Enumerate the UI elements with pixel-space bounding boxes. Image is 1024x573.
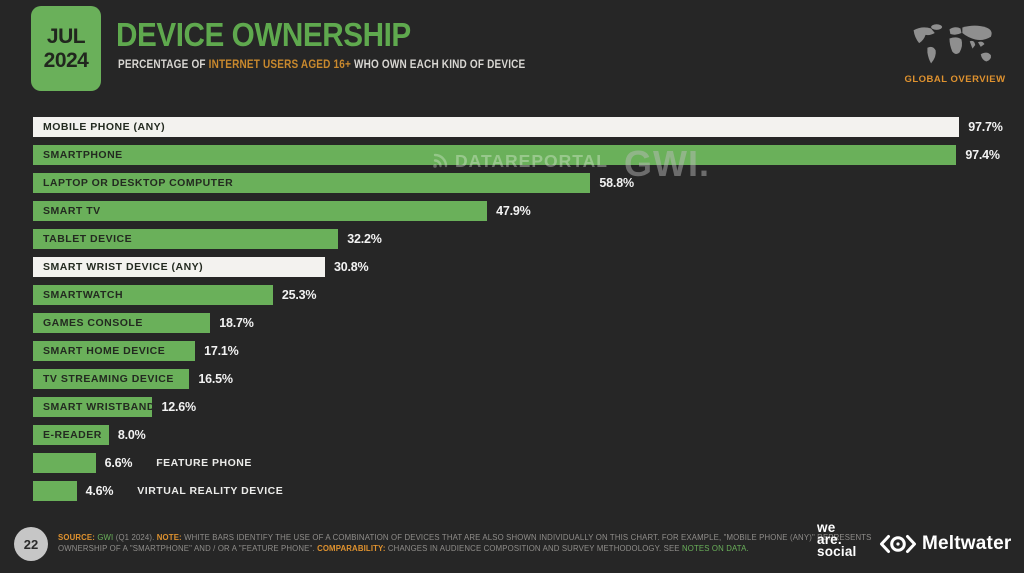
meltwater-eye-icon: [880, 535, 916, 553]
we-are-social-logo: we are. social: [817, 520, 857, 559]
region-label: GLOBAL OVERVIEW: [904, 74, 1006, 85]
bar-label: LAPTOP OR DESKTOP COMPUTER: [43, 177, 234, 189]
note-text: SOURCE:: [58, 533, 96, 542]
bar-label: E-READER: [43, 429, 102, 441]
source-note-line: OWNERSHIP OF A "SMARTPHONE" AND / OR A "…: [58, 543, 808, 554]
bar-value: 8.0%: [117, 428, 146, 442]
bar-label: MOBILE PHONE (ANY): [43, 121, 166, 133]
meltwater-logo: Meltwater: [879, 533, 1011, 555]
bar-row: 6.6% FEATURE PHONE: [33, 453, 981, 473]
bar-row: SMART HOME DEVICE 17.1%: [33, 341, 981, 361]
note-text: OWNERSHIP OF A "SMARTPHONE" AND / OR A "…: [58, 544, 318, 553]
bar: TV STREAMING DEVICE: [33, 369, 190, 389]
bar-row: 4.6% VIRTUAL REALITY DEVICE: [33, 481, 981, 501]
bar-value: 97.4%: [965, 148, 1000, 162]
bar-value: 97.7%: [968, 120, 1003, 134]
bar-label: SMART HOME DEVICE: [43, 345, 166, 357]
bar-row: TV STREAMING DEVICE 16.5%: [33, 369, 981, 389]
subtitle-prefix: PERCENTAGE OF: [118, 59, 209, 71]
date-year: 2024: [43, 48, 89, 72]
subtitle-highlight: INTERNET USERS AGED 16+: [208, 59, 351, 71]
bar: SMART TV: [33, 201, 488, 221]
bar-row: MOBILE PHONE (ANY) 97.7%: [33, 117, 1003, 137]
bar: SMART HOME DEVICE: [33, 341, 196, 361]
bar: [33, 453, 96, 473]
bar-value: 47.9%: [496, 204, 531, 218]
bar: SMARTWATCH: [33, 285, 273, 305]
bar-value: 25.3%: [281, 288, 317, 302]
bar-row: SMARTPHONE 97.4%: [33, 145, 1000, 165]
bar-value: 18.7%: [219, 316, 254, 330]
we-are-social-line: are.: [817, 532, 842, 547]
bar-label: SMART WRISTBAND: [43, 401, 153, 413]
bar-label: SMARTWATCH: [43, 289, 124, 301]
bar-value: 32.2%: [347, 232, 382, 246]
bar-value: 6.6%: [104, 456, 133, 470]
bar-value: 4.6%: [85, 484, 114, 498]
note-text: NOTE:: [156, 533, 182, 542]
region-indicator: GLOBAL OVERVIEW: [900, 22, 1010, 85]
bar-label: SMART WRIST DEVICE (ANY): [43, 261, 204, 273]
bar: SMART WRISTBAND: [33, 397, 153, 417]
source-note-line: SOURCE: GWI (Q1 2024). NOTE: WHITE BARS …: [58, 532, 871, 543]
bar-label: TABLET DEVICE: [43, 233, 133, 245]
bar-value: 16.5%: [198, 372, 233, 386]
bar: MOBILE PHONE (ANY): [33, 117, 960, 137]
bar: GAMES CONSOLE: [33, 313, 211, 333]
bar: E-READER: [33, 425, 109, 445]
page-number-badge: 22: [14, 527, 48, 561]
bar-row: SMARTWATCH 25.3%: [33, 285, 981, 305]
bar-row: GAMES CONSOLE 18.7%: [33, 313, 981, 333]
bar: LAPTOP OR DESKTOP COMPUTER: [33, 173, 591, 193]
bar-value: 58.8%: [599, 176, 634, 190]
bar-label: VIRTUAL REALITY DEVICE: [137, 485, 284, 497]
note-text: (Q1 2024).: [113, 533, 157, 542]
bar-label: SMARTPHONE: [43, 149, 123, 161]
bar-chart: MOBILE PHONE (ANY) 97.7% SMARTPHONE 97.4% LA…: [33, 117, 1003, 509]
bar-row: TABLET DEVICE 32.2%: [33, 229, 981, 249]
bar: SMART WRIST DEVICE (ANY): [33, 257, 325, 277]
bar-value: 17.1%: [204, 344, 239, 358]
bar-row: SMART WRIST DEVICE (ANY) 30.8%: [33, 257, 981, 277]
bar: SMARTPHONE: [33, 145, 957, 165]
bar-row: SMART TV 47.9%: [33, 201, 981, 221]
bar-value: 30.8%: [333, 260, 369, 274]
bar-label: GAMES CONSOLE: [43, 317, 143, 329]
we-are-social-line: social: [817, 544, 857, 559]
world-map-icon: [900, 22, 1010, 73]
bar-value: 12.6%: [161, 400, 196, 414]
subtitle-suffix: WHO OWN EACH KIND OF DEVICE: [350, 59, 526, 71]
date-month: JUL: [46, 24, 86, 48]
meltwater-label: Meltwater: [922, 533, 1012, 554]
bar-label: SMART TV: [43, 205, 101, 217]
bar: [33, 481, 77, 501]
bar-row: SMART WRISTBAND 12.6%: [33, 397, 981, 417]
page-title: DEVICE OWNERSHIP: [116, 16, 411, 53]
page-number: 22: [23, 536, 39, 552]
bar-label: TV STREAMING DEVICE: [43, 373, 174, 385]
note-text: WHITE BARS IDENTIFY THE USE OF A COMBINA…: [181, 533, 872, 542]
bar-label: FEATURE PHONE: [156, 457, 252, 469]
note-text: GWI: [95, 533, 114, 542]
date-badge: JUL 2024: [31, 6, 101, 91]
note-text: COMPARABILITY:: [317, 544, 386, 553]
bar-row: LAPTOP OR DESKTOP COMPUTER 58.8%: [33, 173, 981, 193]
notes-on-data-link[interactable]: NOTES ON DATA.: [681, 544, 749, 553]
note-text: CHANGES IN AUDIENCE COMPOSITION AND SURV…: [385, 544, 682, 553]
bar-row: E-READER 8.0%: [33, 425, 981, 445]
we-are-social-line: we: [817, 520, 836, 535]
bar: TABLET DEVICE: [33, 229, 339, 249]
source-note: SOURCE: GWI (Q1 2024). NOTE: WHITE BARS …: [58, 532, 871, 554]
page-subtitle: PERCENTAGE OF INTERNET USERS AGED 16+ WH…: [118, 59, 525, 71]
